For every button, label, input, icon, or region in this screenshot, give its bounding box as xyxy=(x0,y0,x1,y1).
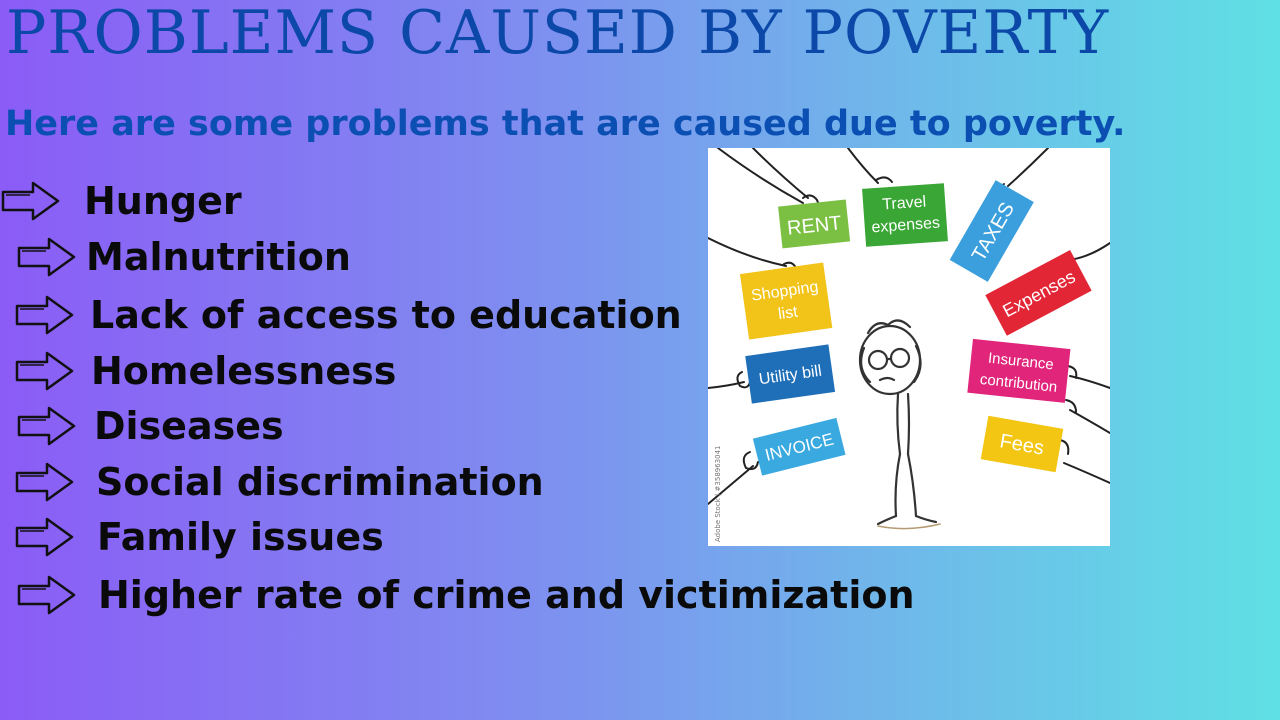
page-title: PROBLEMS CAUSED BY POVERTY xyxy=(6,0,1110,68)
right-arrow-icon xyxy=(17,237,76,277)
shopping-card: Shopping list xyxy=(739,262,833,340)
right-arrow-icon xyxy=(15,517,74,557)
list-item-label: Lack of access to education xyxy=(90,293,682,337)
list-item-label: Diseases xyxy=(94,404,284,448)
list-item: Lack of access to education xyxy=(14,290,682,340)
list-item: Malnutrition xyxy=(16,232,351,282)
shopping-card-line-2: list xyxy=(777,304,799,324)
right-arrow-icon xyxy=(15,462,74,502)
list-item: Homelessness xyxy=(14,346,396,396)
stressed-figure xyxy=(858,319,941,530)
list-item-label: Malnutrition xyxy=(86,235,351,279)
rent-card: RENT xyxy=(778,199,851,249)
travel-card-line-1: Travel xyxy=(882,194,927,214)
right-arrow-icon xyxy=(17,406,76,446)
list-item-label: Social discrimination xyxy=(96,460,544,504)
travel-card-line-2: expenses xyxy=(871,215,941,237)
list-item-label: Higher rate of crime and victimization xyxy=(98,573,915,617)
bills-illustration: RENT Travel expenses TAXES Shopping list… xyxy=(708,148,1110,546)
list-item: Diseases xyxy=(16,401,284,451)
fees-card: Fees xyxy=(980,415,1064,473)
watermark: Adobe Stock | #358963041 xyxy=(714,446,722,543)
list-item-label: Hunger xyxy=(84,179,242,223)
list-item: Family issues xyxy=(14,512,384,562)
page-subtitle: Here are some problems that are caused d… xyxy=(5,104,1126,144)
list-item: Hunger xyxy=(0,176,242,226)
utility-card: Utility bill xyxy=(745,344,836,404)
list-item-label: Homelessness xyxy=(91,349,397,393)
travel-card: Travel expenses xyxy=(862,183,948,247)
right-arrow-icon xyxy=(15,295,74,335)
invoice-card: INVOICE xyxy=(752,417,846,476)
list-item-label: Family issues xyxy=(97,515,384,559)
hands-sketch xyxy=(708,148,1110,505)
right-arrow-icon xyxy=(17,575,76,615)
right-arrow-icon xyxy=(1,181,60,221)
right-arrow-icon xyxy=(15,351,74,391)
list-item: Social discrimination xyxy=(14,457,544,507)
list-item: Higher rate of crime and victimization xyxy=(16,570,915,620)
insurance-card: Insurance contribution xyxy=(967,338,1071,403)
insurance-card-line-1: Insurance xyxy=(987,350,1054,374)
